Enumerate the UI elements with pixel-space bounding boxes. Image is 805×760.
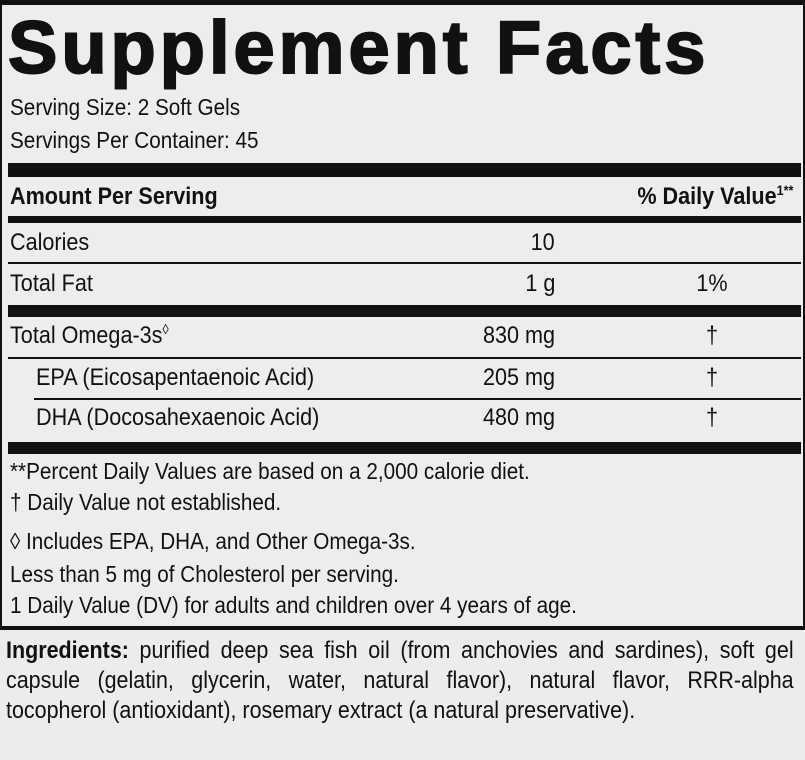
serving-size: Serving Size: 2 Soft Gels xyxy=(10,94,241,120)
bottom-border xyxy=(0,626,805,630)
ingredients-label: Ingredients: xyxy=(6,637,129,664)
nutrient-amount-epa: 205 mg xyxy=(482,364,555,391)
top-border xyxy=(2,0,805,5)
thick-divider xyxy=(8,163,801,177)
row-divider xyxy=(8,357,801,359)
row-divider xyxy=(34,398,801,400)
footnote-dv-not-established: † Daily Value not established. xyxy=(10,489,282,515)
nutrient-name-epa: EPA (Eicosapentaenoic Acid) xyxy=(36,364,315,391)
nutrient-name-dha: DHA (Docosahexaenoic Acid) xyxy=(36,404,320,431)
ingredients-paragraph: Ingredients: purified deep sea fish oil … xyxy=(6,636,794,726)
footnote-omega3-includes: ◊ Includes EPA, DHA, and Other Omega-3s. xyxy=(10,528,416,554)
nutrient-dv-omega3: † xyxy=(705,322,719,349)
nutrient-dv-dha: † xyxy=(705,404,719,431)
daily-value-header-label: % Daily Value xyxy=(636,183,777,210)
nutrient-name-total-fat: Total Fat xyxy=(10,270,93,297)
daily-value-header-sup: 1** xyxy=(776,182,793,198)
daily-value-header: % Daily Value1** xyxy=(637,183,793,211)
footnote-cholesterol: Less than 5 mg of Cholesterol per servin… xyxy=(10,561,399,587)
nutrient-name-calories: Calories xyxy=(10,229,90,256)
nutrient-amount-omega3: 830 mg xyxy=(482,322,555,349)
footnote-dv-definition: 1 Daily Value (DV) for adults and childr… xyxy=(10,592,577,618)
medium-divider xyxy=(8,216,801,223)
nutrient-amount-dha: 480 mg xyxy=(482,404,555,431)
nutrient-name-omega3: Total Omega-3s◊ xyxy=(10,322,169,350)
thick-divider xyxy=(8,305,801,317)
thick-divider xyxy=(8,442,801,454)
nutrient-amount-total-fat: 1 g xyxy=(524,270,555,297)
omega3-sup: ◊ xyxy=(162,321,169,337)
nutrient-dv-epa: † xyxy=(705,364,719,391)
amount-per-serving-header: Amount Per Serving xyxy=(10,183,218,210)
servings-per-container: Servings Per Container: 45 xyxy=(10,127,259,153)
row-divider xyxy=(8,262,801,264)
panel-title: Supplement Facts xyxy=(7,6,710,89)
supplement-facts-panel: Supplement Facts Serving Size: 2 Soft Ge… xyxy=(0,0,805,630)
nutrient-dv-total-fat: 1% xyxy=(696,270,728,297)
nutrient-amount-calories: 10 xyxy=(530,229,555,256)
footnote-percent-dv: **Percent Daily Values are based on a 2,… xyxy=(10,458,530,484)
ingredients-text: purified deep sea fish oil (from anchovi… xyxy=(6,637,794,724)
omega3-label: Total Omega-3s xyxy=(10,322,163,349)
